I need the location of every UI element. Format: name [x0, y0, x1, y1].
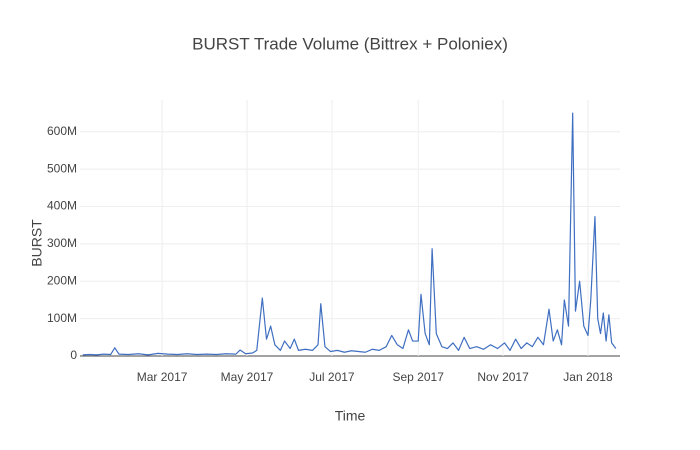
x-tick-label: Jan 2018: [563, 370, 613, 384]
x-tick-label: Jul 2017: [309, 370, 355, 384]
x-tick-label: Sep 2017: [393, 370, 445, 384]
y-tick-label: 400M: [47, 199, 77, 213]
x-axis-title: Time: [335, 408, 366, 424]
chart-title: BURST Trade Volume (Bittrex + Poloniex): [192, 34, 508, 53]
y-tick-label: 500M: [47, 161, 77, 175]
x-tick-label: May 2017: [221, 370, 274, 384]
y-tick-label: 100M: [47, 311, 77, 325]
x-tick-label: Mar 2017: [137, 370, 188, 384]
y-tick-label: 300M: [47, 236, 77, 250]
y-tick-label: 200M: [47, 273, 77, 287]
y-axis-title: BURST: [29, 219, 45, 267]
x-tick-label: Nov 2017: [477, 370, 529, 384]
y-tick-label: 0: [70, 348, 77, 362]
data-line: [82, 112, 617, 356]
y-tick-label: 600M: [47, 124, 77, 138]
